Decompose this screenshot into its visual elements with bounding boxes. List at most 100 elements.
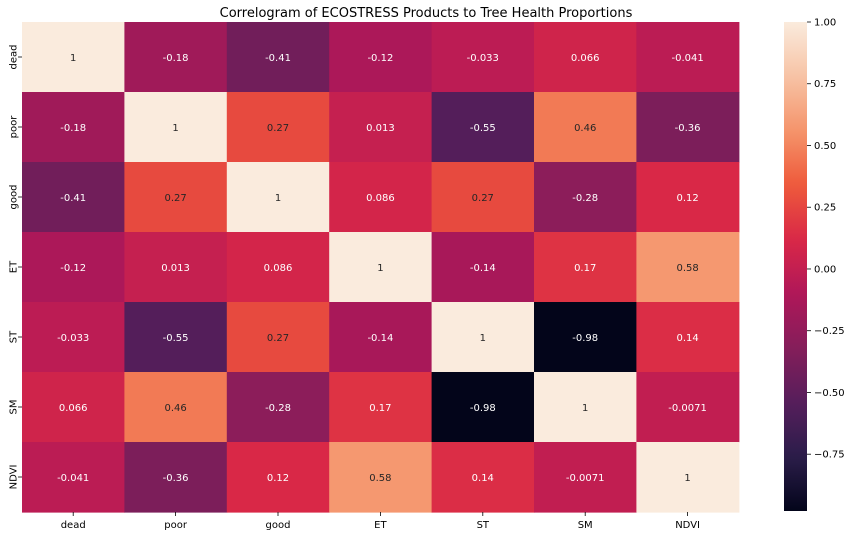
cell-value-label: -0.033 <box>467 53 499 64</box>
heatmap-cell <box>431 232 535 303</box>
heatmap-cell <box>22 442 125 513</box>
cell-value-label: 0.12 <box>267 473 289 484</box>
heatmap-cell <box>124 22 228 93</box>
colorbar-tick-label: 0.00 <box>814 264 836 275</box>
heatmap-cells: 1 -0.18 -0.41 -0.12 -0.033 0.066 -0.041 -0.18 1 0… <box>22 22 740 513</box>
cell-value-label: -0.14 <box>367 333 393 344</box>
heatmap-cell <box>226 372 330 443</box>
heatmap-cell <box>329 442 433 513</box>
heatmap-cell <box>534 232 637 303</box>
heatmap-cell <box>431 372 535 443</box>
heatmap-cell <box>226 22 330 93</box>
cell-value-label: 0.27 <box>267 333 289 344</box>
cell-value-label: 1 <box>684 473 690 484</box>
heatmap-cell <box>226 92 330 163</box>
heatmap-cell <box>636 92 740 163</box>
heatmap-cell <box>534 92 637 163</box>
heatmap-cell <box>329 372 433 443</box>
heatmap-cell <box>534 22 637 93</box>
heatmap-cell <box>431 22 535 93</box>
cell-value-label: 0.086 <box>264 263 293 274</box>
heatmap-cell <box>534 442 637 513</box>
cell-value-label: 1 <box>275 193 281 204</box>
heatmap-cell <box>124 232 228 303</box>
colorbar-tick-label: 0.75 <box>814 79 836 90</box>
x-tick-label: ST <box>477 520 490 531</box>
heatmap-cell <box>534 372 637 443</box>
heatmap-cell <box>22 162 125 233</box>
y-tick-label: good <box>9 185 20 210</box>
colorbar: 1.00 0.75 0.50 0.25 0.00 −0.25 −0.50 −0.75 <box>784 18 845 511</box>
heatmap-cell <box>226 442 330 513</box>
cell-value-label: -0.41 <box>265 53 291 64</box>
colorbar-tick-label: −0.50 <box>814 388 845 399</box>
colorbar-tick-label: −0.25 <box>814 326 845 337</box>
heatmap-cell <box>22 92 125 163</box>
heatmap-cell <box>22 372 125 443</box>
colorbar-tick-label: 0.50 <box>814 141 836 152</box>
heatmap-cell <box>329 232 433 303</box>
colorbar-tick-label: 1.00 <box>814 18 836 29</box>
y-axis: dead poor good ET ST SM NDVI <box>9 45 22 490</box>
x-tick-label: NDVI <box>675 520 700 531</box>
y-tick-label: ET <box>9 260 20 273</box>
heatmap-cell <box>534 302 637 373</box>
cell-value-label: -0.14 <box>470 263 496 274</box>
heatmap-cell <box>636 22 740 93</box>
y-tick-label: poor <box>9 115 20 139</box>
cell-value-label: 0.086 <box>366 193 395 204</box>
heatmap-cell <box>636 162 740 233</box>
x-axis: dead poor good ET ST SM NDVI <box>61 512 700 531</box>
cell-value-label: -0.041 <box>671 53 703 64</box>
cell-value-label: 0.013 <box>366 123 395 134</box>
cell-value-label: -0.0071 <box>566 473 605 484</box>
heatmap-cell <box>22 302 125 373</box>
heatmap-cell <box>431 302 535 373</box>
cell-value-label: 0.46 <box>164 403 186 414</box>
cell-value-label: 0.58 <box>676 263 698 274</box>
cell-value-label: -0.36 <box>675 123 701 134</box>
cell-value-label: 1 <box>172 123 178 134</box>
cell-value-label: -0.12 <box>367 53 393 64</box>
cell-value-label: 0.46 <box>574 123 596 134</box>
heatmap-cell <box>636 232 740 303</box>
cell-value-label: -0.18 <box>60 123 86 134</box>
cell-value-label: 0.58 <box>369 473 391 484</box>
heatmap-cell <box>124 302 228 373</box>
cell-value-label: 0.12 <box>676 193 698 204</box>
heatmap-cell <box>329 22 433 93</box>
y-tick-label: NDVI <box>9 465 20 490</box>
cell-value-label: -0.36 <box>163 473 189 484</box>
y-tick-label: ST <box>9 330 20 343</box>
heatmap-cell <box>22 22 125 93</box>
cell-value-label: -0.041 <box>57 473 89 484</box>
heatmap-cell <box>636 442 740 513</box>
cell-value-label: 0.013 <box>161 263 190 274</box>
cell-value-label: 0.14 <box>472 473 494 484</box>
cell-value-label: 1 <box>582 403 588 414</box>
cell-value-label: 0.27 <box>164 193 186 204</box>
heatmap-cell <box>124 442 228 513</box>
heatmap-cell <box>534 162 637 233</box>
cell-value-label: 0.14 <box>676 333 698 344</box>
heatmap-cell <box>329 92 433 163</box>
cell-value-label: 1 <box>377 263 383 274</box>
cell-value-label: -0.0071 <box>668 403 707 414</box>
heatmap-cell <box>329 302 433 373</box>
colorbar-gradient <box>784 22 807 511</box>
cell-value-label: -0.41 <box>60 193 86 204</box>
heatmap-cell <box>226 232 330 303</box>
heatmap-cell <box>329 162 433 233</box>
heatmap-cell <box>124 162 228 233</box>
cell-value-label: 1 <box>70 53 76 64</box>
heatmap-cell <box>636 372 740 443</box>
cell-value-label: -0.18 <box>163 53 189 64</box>
cell-value-label: 0.17 <box>369 403 391 414</box>
cell-value-label: 0.066 <box>59 403 88 414</box>
heatmap-cell <box>431 442 535 513</box>
x-tick-label: dead <box>61 520 86 531</box>
cell-value-label: 0.17 <box>574 263 596 274</box>
cell-value-label: -0.98 <box>572 333 598 344</box>
heatmap-cell <box>124 372 228 443</box>
x-tick-label: SM <box>578 520 593 531</box>
